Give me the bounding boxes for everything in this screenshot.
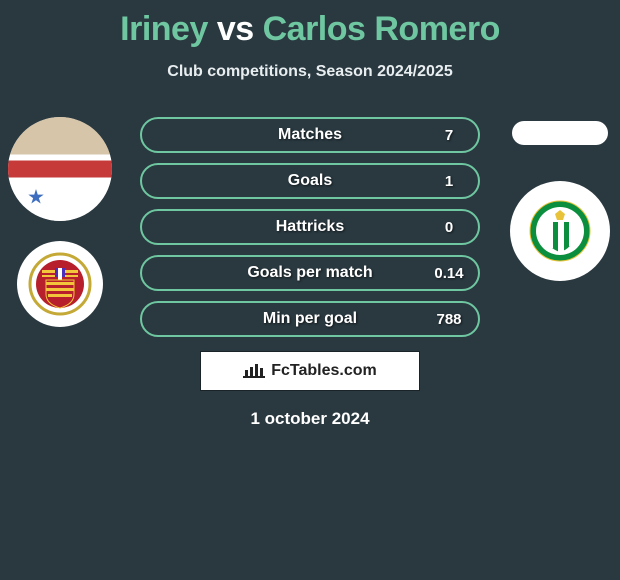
player2-name: Carlos Romero: [263, 10, 500, 48]
betis-crest-icon: [525, 196, 595, 266]
stat-row: Min per goal 788: [140, 301, 480, 337]
stat-label: Goals per match: [200, 264, 420, 282]
player2-club-badge: [510, 181, 610, 281]
player1-name: Iriney: [120, 10, 208, 48]
player2-photo: [512, 121, 608, 145]
stat-right-value: 0.14: [420, 265, 478, 282]
chart-icon: [243, 362, 265, 380]
vs-text: vs: [217, 10, 254, 48]
stat-row: Hattricks 0: [140, 209, 480, 245]
stat-row: Goals 1: [140, 163, 480, 199]
stat-right-value: 7: [420, 127, 478, 144]
stat-row: Matches 7: [140, 117, 480, 153]
stat-rows: Matches 7 Goals 1 Hattricks 0 Goals per …: [140, 117, 480, 337]
branding-box: FcTables.com: [200, 351, 420, 391]
stat-right-value: 0: [420, 219, 478, 236]
right-player-column: [500, 117, 620, 281]
stat-right-value: 1: [420, 173, 478, 190]
content-area: Matches 7 Goals 1 Hattricks 0 Goals per …: [0, 117, 620, 429]
left-player-column: [0, 117, 120, 327]
subtitle: Club competitions, Season 2024/2025: [0, 63, 620, 81]
stat-label: Min per goal: [200, 310, 420, 328]
stat-label: Hattricks: [200, 218, 420, 236]
date-text: 1 october 2024: [0, 409, 620, 429]
branding-text: FcTables.com: [271, 362, 377, 380]
mallorca-crest-icon: [28, 252, 92, 316]
stat-label: Matches: [200, 126, 420, 144]
stat-label: Goals: [200, 172, 420, 190]
player1-club-badge: [17, 241, 103, 327]
player1-photo: [8, 117, 112, 221]
stat-right-value: 788: [420, 311, 478, 328]
stat-row: Goals per match 0.14: [140, 255, 480, 291]
comparison-title: Iriney vs Carlos Romero: [0, 0, 620, 49]
